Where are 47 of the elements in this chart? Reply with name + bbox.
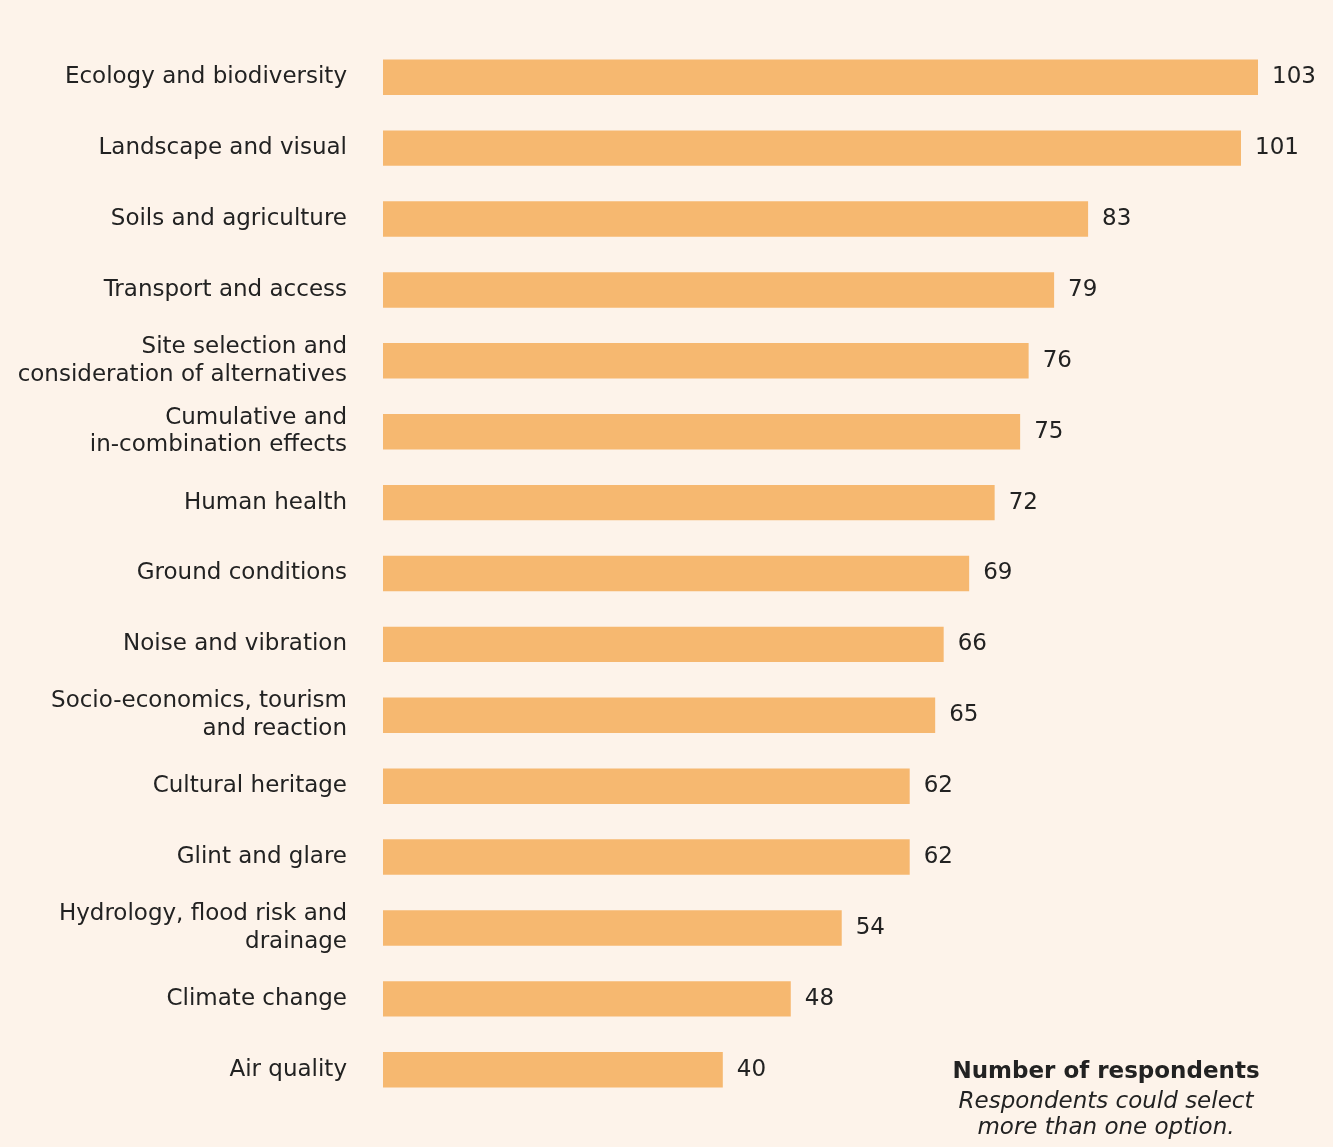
y-tick-label: Cumulative and in-combination effects (89, 402, 347, 457)
bar (383, 272, 1055, 308)
y-tick-label: Transport and access (102, 274, 347, 301)
bar (383, 201, 1089, 237)
y-tick-label: Socio-economics, tourism and reaction (51, 686, 347, 741)
y-tick-label: Ecology and biodiversity (64, 62, 347, 89)
data-label: 83 (1102, 204, 1132, 230)
data-label: 62 (923, 842, 953, 869)
data-label: 76 (1042, 345, 1072, 372)
bar (383, 59, 1258, 95)
y-tick-label: Climate change (166, 983, 347, 1010)
bar (383, 981, 791, 1017)
data-label: 72 (1008, 487, 1038, 514)
bar (383, 768, 910, 804)
y-tick-label: Air quality (229, 1054, 347, 1081)
bar (383, 839, 910, 875)
data-label: 69 (983, 558, 1013, 585)
y-tick-label: Noise and vibration (123, 629, 347, 656)
y-tick-label: Human health (183, 487, 347, 514)
data-label: 101 (1255, 133, 1299, 160)
bar (383, 697, 936, 734)
data-label: 65 (949, 700, 979, 727)
data-label: 48 (804, 983, 835, 1010)
y-tick-label: Hydrology, flood risk and drainage (58, 899, 347, 953)
y-tick-label: Landscape and visual (98, 133, 347, 160)
data-label: 66 (957, 629, 987, 656)
bar (383, 1052, 723, 1088)
data-label: 79 (1068, 274, 1098, 301)
data-label: 103 (1272, 62, 1316, 89)
y-tick-label: Glint and glare (176, 842, 347, 869)
bar (383, 413, 1021, 450)
bar (383, 343, 1029, 379)
data-label: 54 (855, 912, 886, 939)
y-tick-label: Soils and agriculture (110, 204, 347, 230)
data-label: 62 (923, 771, 953, 798)
data-label: 75 (1034, 416, 1064, 443)
annotation: Number of respondents (951, 1057, 1261, 1083)
bar (383, 555, 970, 592)
data-label: 40 (736, 1054, 767, 1081)
bar (383, 626, 944, 663)
bar (383, 910, 842, 946)
y-tick-label: Ground conditions (136, 558, 347, 585)
bar (383, 130, 1242, 166)
y-tick-label: Cultural heritage (152, 771, 347, 798)
bar (383, 484, 995, 521)
y-tick-label: Site selection and consideration of alternatives (17, 331, 347, 386)
annotation: Respondents could select more than one option. (957, 1087, 1255, 1139)
